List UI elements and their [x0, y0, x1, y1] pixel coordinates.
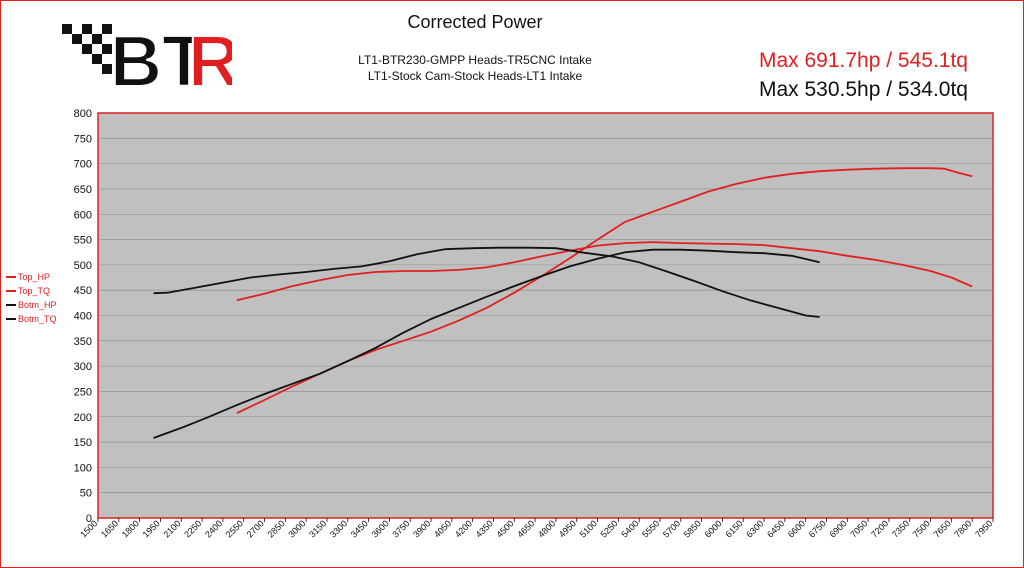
x-tick-label: 5550 — [640, 518, 661, 539]
x-tick-label: 1500 — [78, 518, 99, 539]
x-tick-label: 6750 — [807, 518, 828, 539]
x-tick-label: 2700 — [245, 518, 266, 539]
x-tick-label: 5400 — [619, 518, 640, 539]
x-tick-label: 4800 — [536, 518, 557, 539]
series-line-botm-tq — [153, 246, 820, 318]
max-bottom-readout: Max 530.5hp / 534.0tq — [759, 78, 968, 101]
x-tick-label: 2100 — [161, 518, 182, 539]
btr-logo: BT R — [62, 21, 232, 96]
x-tick-label: 5850 — [682, 518, 703, 539]
chart-title: Corrected Power — [407, 12, 543, 32]
legend-item-top-tq: Top_TQ — [6, 284, 57, 298]
x-tick-label: 2250 — [182, 518, 203, 539]
logo-text-bt: BT — [110, 22, 206, 96]
x-tick-label: 6150 — [723, 518, 744, 539]
chart-subtitle-top: LT1-BTR230-GMPP Heads-TR5CNC Intake — [358, 53, 592, 67]
chart-subtitle-bottom: LT1-Stock Cam-Stock Heads-LT1 Intake — [367, 69, 583, 83]
y-tick-label: 800 — [74, 108, 92, 120]
x-tick-label: 5700 — [661, 518, 682, 539]
x-tick-label: 4500 — [494, 518, 515, 539]
x-tick-label: 2550 — [224, 518, 245, 539]
legend-label: Botm_TQ — [18, 314, 57, 324]
series-line-top-hp — [236, 167, 973, 415]
y-tick-label: 600 — [74, 209, 92, 221]
x-tick-label: 7350 — [890, 518, 911, 539]
x-tick-label: 4350 — [474, 518, 495, 539]
x-tick-label: 4200 — [453, 518, 474, 539]
series-line-top-tq — [236, 241, 973, 302]
y-tick-label: 450 — [74, 285, 92, 297]
y-tick-label: 50 — [80, 488, 92, 500]
x-tick-label: 5250 — [599, 518, 620, 539]
x-tick-label: 6900 — [827, 518, 848, 539]
y-tick-label: 100 — [74, 462, 92, 474]
y-tick-label: 400 — [74, 311, 92, 323]
x-tick-label: 1800 — [120, 518, 141, 539]
checker-flag-graphic — [62, 24, 112, 74]
x-tick-label: 7800 — [952, 518, 973, 539]
x-tick-label: 6450 — [765, 518, 786, 539]
y-tick-label: 650 — [74, 184, 92, 196]
legend-item-botm-hp: Botm_HP — [6, 298, 57, 312]
y-tick-label: 200 — [74, 412, 92, 424]
x-tick-label: 6000 — [703, 518, 724, 539]
x-tick-label: 7200 — [869, 518, 890, 539]
x-tick-label: 7650 — [932, 518, 953, 539]
y-tick-label: 250 — [74, 386, 92, 398]
x-tick-label: 2850 — [266, 518, 287, 539]
x-tick-label: 1950 — [141, 518, 162, 539]
legend-swatch — [6, 304, 16, 306]
x-tick-label: 3450 — [349, 518, 370, 539]
y-tick-label: 550 — [74, 235, 92, 247]
y-tick-label: 700 — [74, 159, 92, 171]
x-tick-label: 5100 — [578, 518, 599, 539]
legend-item-botm-tq: Botm_TQ — [6, 312, 57, 326]
y-tick-label: 0 — [86, 513, 92, 525]
logo-text-r: R — [188, 22, 232, 96]
x-tick-label: 3000 — [286, 518, 307, 539]
y-tick-label: 300 — [74, 361, 92, 373]
y-tick-label: 750 — [74, 133, 92, 145]
x-tick-label: 3750 — [390, 518, 411, 539]
x-tick-label: 3300 — [328, 518, 349, 539]
legend-item-top-hp: Top_HP — [6, 270, 57, 284]
legend-swatch — [6, 318, 16, 320]
x-tick-label: 3150 — [307, 518, 328, 539]
legend-label: Top_TQ — [18, 286, 51, 296]
x-tick-label: 7050 — [848, 518, 869, 539]
x-tick-label: 6600 — [786, 518, 807, 539]
y-tick-label: 150 — [74, 437, 92, 449]
legend: Top_HP Top_TQ Botm_HP Botm_TQ — [6, 270, 57, 326]
x-tick-label: 7500 — [911, 518, 932, 539]
max-top-readout: Max 691.7hp / 545.1tq — [759, 49, 968, 72]
legend-swatch — [6, 290, 16, 292]
x-tick-label: 2400 — [203, 518, 224, 539]
legend-label: Botm_HP — [18, 300, 57, 310]
x-tick-label: 4950 — [557, 518, 578, 539]
series-line-botm-hp — [153, 248, 820, 439]
legend-label: Top_HP — [18, 272, 51, 282]
y-tick-label: 500 — [74, 260, 92, 272]
x-tick-label: 4650 — [515, 518, 536, 539]
legend-swatch — [6, 276, 16, 278]
x-tick-label: 7950 — [973, 518, 994, 539]
x-tick-label: 6300 — [744, 518, 765, 539]
x-tick-label: 3600 — [370, 518, 391, 539]
x-tick-label: 3900 — [411, 518, 432, 539]
x-tick-label: 1650 — [99, 518, 120, 539]
x-tick-label: 4050 — [432, 518, 453, 539]
y-tick-label: 350 — [74, 336, 92, 348]
